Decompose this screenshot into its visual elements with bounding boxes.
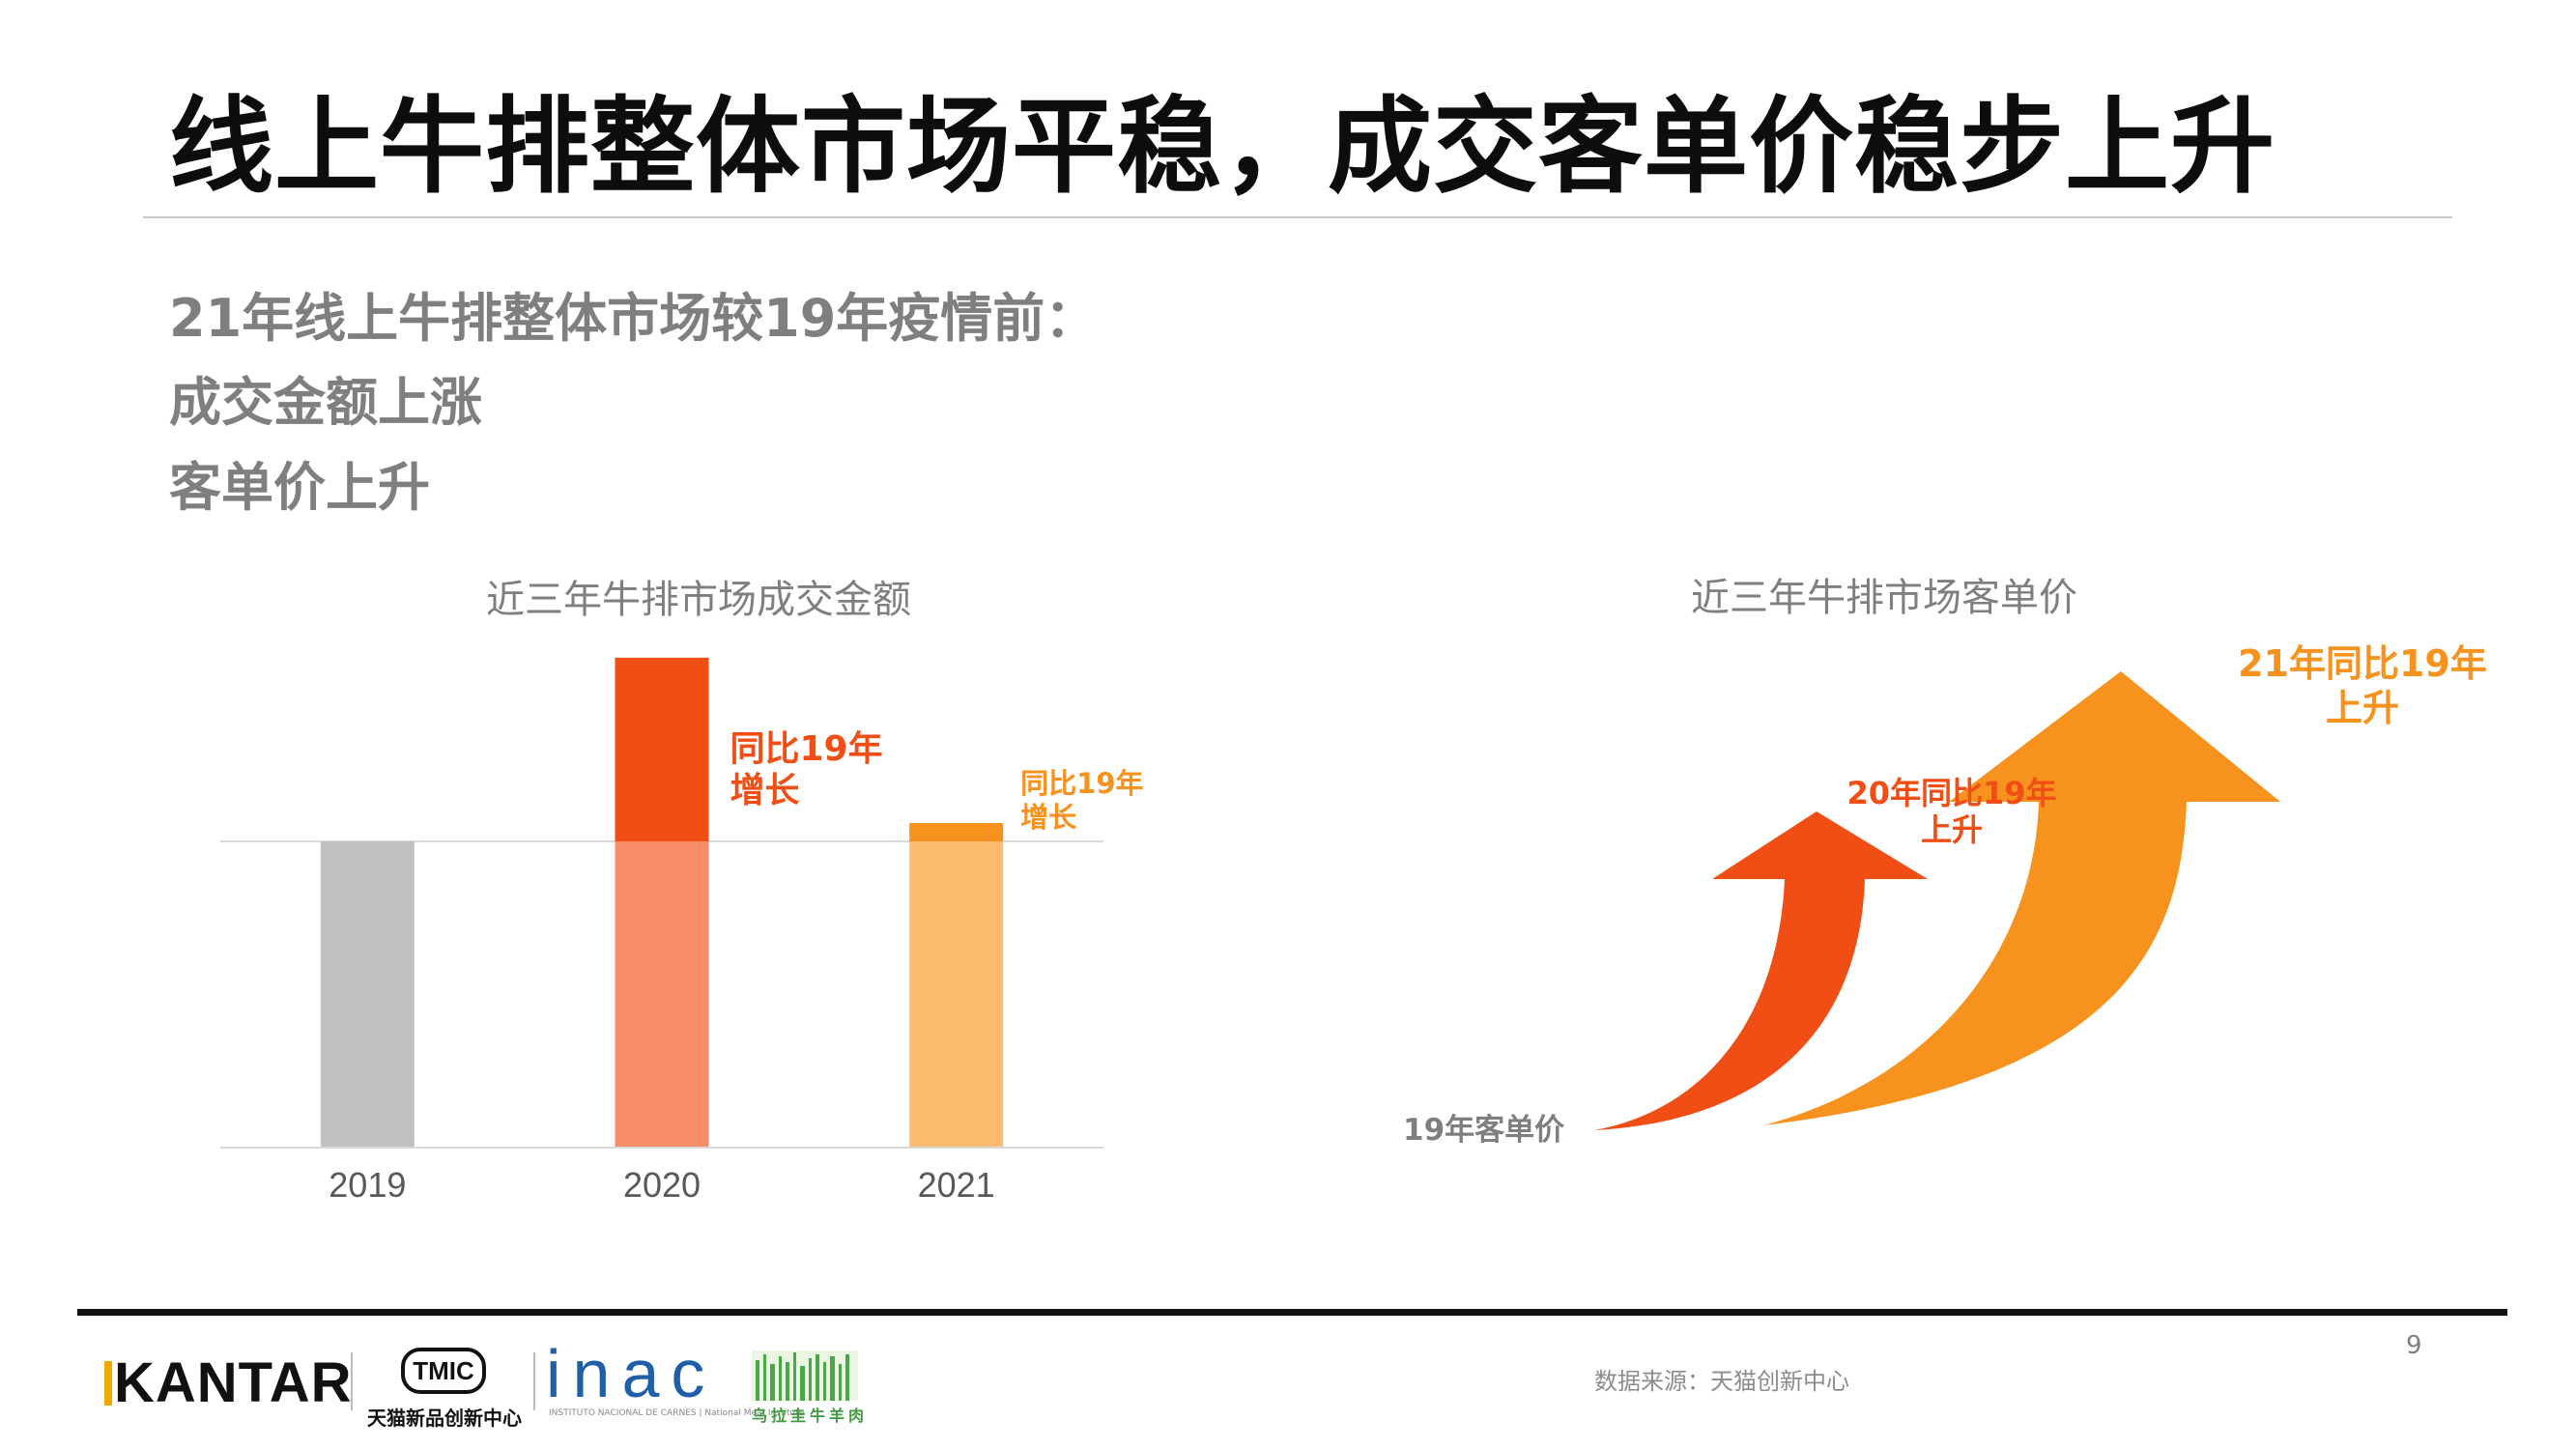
label-2019-aov: 19年客单价 — [1403, 1113, 1565, 1148]
annotation-line: 增长 — [1020, 800, 1077, 834]
chart1-title: 近三年牛排市场成交金额 — [486, 578, 911, 622]
label-line: 上升 — [2325, 686, 2399, 729]
summary-line-3: 客单价上升 — [169, 457, 430, 518]
uruguay-beef-logo-text: 乌拉圭牛羊肉 — [752, 1406, 869, 1425]
chart1-plot — [220, 657, 1103, 1149]
label-2021-aov: 21年同比19年 上升 — [2222, 642, 2503, 730]
footer-divider — [77, 1309, 2507, 1316]
x-tick-label: 2021 — [917, 1165, 995, 1205]
kantar-logo: KANTAR — [104, 1350, 353, 1415]
tmic-logo-text: 天猫新品创新中心 — [367, 1406, 522, 1430]
label-line: 上升 — [1920, 811, 1983, 849]
annotation-line: 同比19年 — [1020, 767, 1144, 800]
inac-logo-subtitle: INSTITUTO NACIONAL DE CARNES | National … — [549, 1408, 805, 1418]
growth-annotation-2021: 同比19年 增长 — [1020, 767, 1143, 835]
data-source: 数据来源：天猫创新中心 — [1594, 1368, 1849, 1395]
x-tick-label: 2019 — [329, 1165, 407, 1205]
bar-base-2019 — [320, 841, 415, 1148]
arrow-2021-icon — [1763, 671, 2280, 1125]
logo-separator — [351, 1352, 353, 1410]
logo-separator — [533, 1352, 535, 1410]
bar-base-2021 — [909, 841, 1004, 1148]
uruguay-beef-logo-icon — [752, 1350, 858, 1401]
arrows-illustration — [1594, 671, 2280, 1130]
page-title: 线上牛排整体市场平稳，成交客单价稳步上升 — [169, 87, 2276, 208]
x-tick-label: 2020 — [622, 1165, 701, 1205]
annotation-line: 同比19年 — [730, 728, 883, 769]
arrow-2020-icon — [1594, 811, 1928, 1130]
annotation-line: 增长 — [730, 771, 800, 811]
inac-logo: inac — [546, 1336, 717, 1411]
bar-growth-2021 — [909, 823, 1004, 842]
kantar-accent-icon — [104, 1361, 112, 1406]
tmic-logo-badge: TMIC — [401, 1348, 486, 1394]
page-number: 9 — [2406, 1331, 2422, 1360]
bar-base-2020 — [615, 841, 709, 1148]
kantar-logo-text: KANTAR — [114, 1351, 353, 1414]
label-line: 21年同比19年 — [2238, 642, 2487, 685]
label-line: 20年同比19年 — [1846, 775, 2057, 811]
label-2020-aov: 20年同比19年 上升 — [1836, 775, 2068, 849]
growth-annotation-2020: 同比19年 增长 — [730, 728, 883, 811]
summary-line-2: 成交金额上涨 — [169, 372, 482, 433]
title-divider — [143, 216, 2452, 218]
chart2-title: 近三年牛排市场客单价 — [1691, 576, 2077, 620]
summary-line-1: 21年线上牛排整体市场较19年疫情前： — [169, 288, 1098, 349]
bar-growth-2020 — [615, 657, 709, 842]
